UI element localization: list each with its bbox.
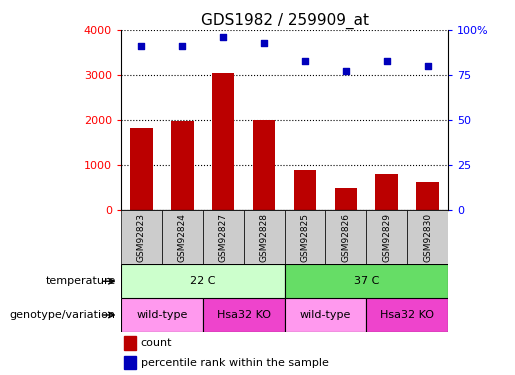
- Bar: [124, 356, 136, 369]
- Text: Hsa32 KO: Hsa32 KO: [217, 310, 271, 320]
- Bar: [121, 298, 203, 332]
- Text: GSM92826: GSM92826: [341, 213, 350, 262]
- Text: percentile rank within the sample: percentile rank within the sample: [141, 358, 329, 368]
- Text: 22 C: 22 C: [190, 276, 216, 286]
- Bar: [407, 210, 448, 264]
- Bar: [121, 264, 284, 298]
- Text: wild-type: wild-type: [300, 310, 351, 320]
- Bar: [294, 170, 316, 210]
- Point: [260, 40, 268, 46]
- Bar: [121, 210, 162, 264]
- Bar: [203, 298, 284, 332]
- Bar: [171, 121, 194, 210]
- Bar: [284, 210, 325, 264]
- Bar: [375, 174, 398, 210]
- Text: GSM92823: GSM92823: [137, 213, 146, 262]
- Bar: [212, 73, 234, 210]
- Text: 37 C: 37 C: [354, 276, 379, 286]
- Bar: [253, 120, 276, 210]
- Text: GSM92824: GSM92824: [178, 213, 187, 262]
- Text: GSM92828: GSM92828: [260, 213, 269, 262]
- Text: GSM92827: GSM92827: [219, 213, 228, 262]
- Point: [342, 68, 350, 74]
- Bar: [284, 264, 448, 298]
- Bar: [130, 128, 153, 210]
- Point: [423, 63, 432, 69]
- Text: GSM92830: GSM92830: [423, 213, 432, 262]
- Point: [219, 34, 227, 40]
- Title: GDS1982 / 259909_at: GDS1982 / 259909_at: [200, 12, 369, 28]
- Bar: [244, 210, 284, 264]
- Text: GSM92825: GSM92825: [300, 213, 310, 262]
- Text: temperature: temperature: [46, 276, 116, 286]
- Bar: [203, 210, 244, 264]
- Bar: [366, 210, 407, 264]
- Text: GSM92829: GSM92829: [382, 213, 391, 262]
- Point: [383, 58, 391, 64]
- Bar: [325, 210, 366, 264]
- Point: [178, 43, 186, 49]
- Text: Hsa32 KO: Hsa32 KO: [380, 310, 434, 320]
- Point: [301, 58, 309, 64]
- Text: wild-type: wild-type: [136, 310, 187, 320]
- Text: genotype/variation: genotype/variation: [10, 310, 116, 320]
- Point: [138, 43, 146, 49]
- Bar: [162, 210, 203, 264]
- Bar: [335, 188, 357, 210]
- Bar: [366, 298, 448, 332]
- Bar: [124, 336, 136, 350]
- Bar: [416, 182, 439, 210]
- Text: count: count: [141, 338, 172, 348]
- Bar: [284, 298, 366, 332]
